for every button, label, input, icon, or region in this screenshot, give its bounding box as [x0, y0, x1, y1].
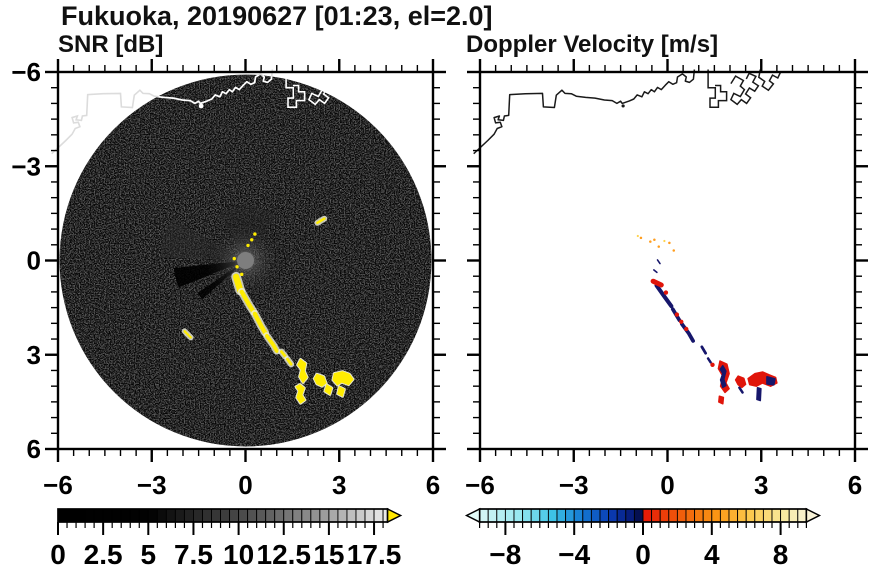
svg-text:0: 0 — [50, 539, 66, 570]
coastline — [473, 69, 782, 155]
radar-origin — [237, 252, 254, 269]
snr-colorbar-scale: 0 2.5 5 7.5 10 12.5 15 17.5 — [50, 507, 403, 570]
svg-text:−6: −6 — [11, 57, 41, 87]
svg-text:−3: −3 — [11, 151, 41, 181]
svg-text:6: 6 — [426, 470, 440, 500]
snr-echoes — [181, 215, 355, 405]
svg-text:2.5: 2.5 — [84, 539, 123, 570]
svg-text:0: 0 — [635, 539, 651, 570]
disk-texture — [59, 74, 432, 447]
svg-text:0: 0 — [27, 246, 41, 276]
svg-text:15: 15 — [313, 539, 344, 570]
svg-text:7.5: 7.5 — [174, 539, 213, 570]
snr-panel-title: SNR [dB] — [58, 31, 164, 58]
svg-text:0: 0 — [660, 470, 674, 500]
svg-text:8: 8 — [773, 539, 789, 570]
svg-text:−4: −4 — [558, 539, 590, 570]
snr-colorbar-scale-over-arrow — [386, 507, 403, 524]
axes-frame — [45, 59, 446, 462]
velocity-colorbar-scale-under-arrow — [464, 507, 481, 524]
svg-text:−3: −3 — [137, 470, 167, 500]
svg-text:0: 0 — [238, 470, 252, 500]
svg-text:6: 6 — [27, 434, 41, 464]
island-dot — [621, 104, 625, 108]
velocity-panel-title: Doppler Velocity [m/s] — [466, 31, 719, 58]
velocity-panel: −6 −3 0 3 6 — [465, 59, 868, 500]
snr-colorbar: 0 2.5 5 7.5 10 12.5 15 17.5 — [50, 507, 403, 570]
svg-text:3: 3 — [754, 470, 768, 500]
velocity-colorbar: −8 −4 0 4 8 — [464, 507, 822, 570]
svg-text:−8: −8 — [489, 539, 521, 570]
svg-text:−3: −3 — [559, 470, 589, 500]
axis-tick-labels: −6 −3 0 3 6 — [465, 470, 862, 500]
svg-text:12.5: 12.5 — [257, 539, 312, 570]
axes-frame — [467, 59, 868, 462]
svg-text:3: 3 — [332, 470, 346, 500]
velocity-colorbar-scale-over-arrow — [805, 507, 822, 524]
svg-text:17.5: 17.5 — [347, 539, 402, 570]
velocity-colorbar-scale: −8 −4 0 4 8 — [464, 507, 822, 570]
svg-text:6: 6 — [848, 470, 862, 500]
svg-text:−6: −6 — [43, 470, 73, 500]
svg-text:4: 4 — [704, 539, 720, 570]
svg-text:10: 10 — [223, 539, 254, 570]
velocity-echoes — [636, 234, 778, 405]
svg-text:−6: −6 — [465, 470, 495, 500]
svg-text:3: 3 — [27, 340, 41, 370]
svg-text:5: 5 — [141, 539, 157, 570]
island-dot — [198, 103, 204, 109]
figure-title: Fukuoka, 20190627 [01:23, el=2.0] — [61, 1, 493, 31]
